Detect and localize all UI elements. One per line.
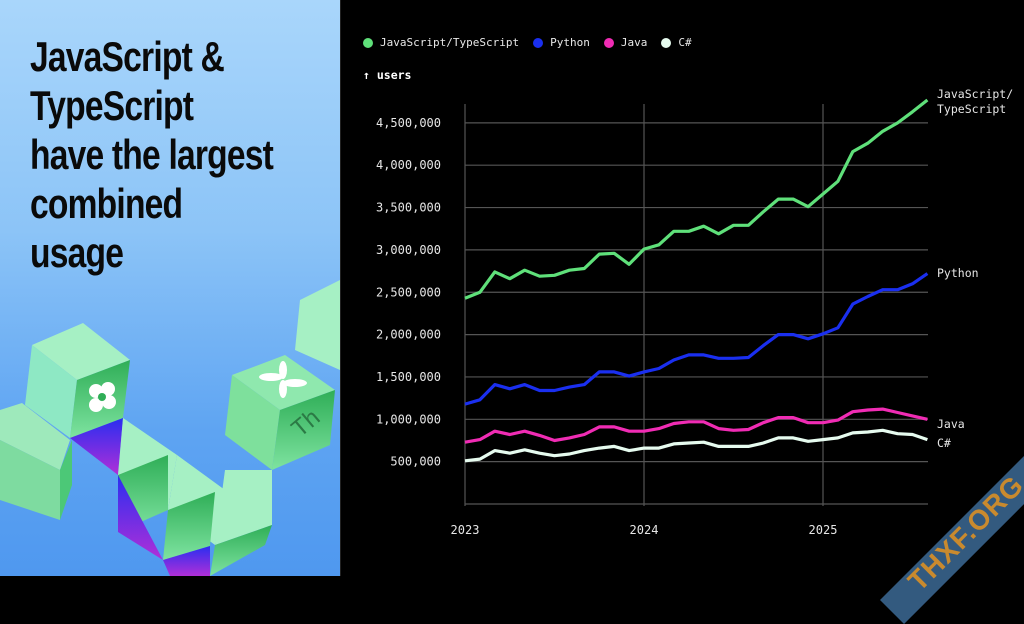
flower-icon bbox=[89, 382, 116, 412]
series-line-python bbox=[464, 272, 929, 406]
cube-top-face bbox=[32, 323, 130, 380]
x-tick-label: 2023 bbox=[451, 523, 480, 537]
y-tick-label: 4,500,000 bbox=[376, 116, 441, 130]
y-tick-label: 1,000,000 bbox=[376, 412, 441, 426]
y-tick-label: 2,500,000 bbox=[376, 285, 441, 299]
legend-label: Python bbox=[550, 36, 590, 49]
y-axis-label: ↑ users bbox=[363, 68, 412, 82]
y-tick-label: 4,000,000 bbox=[376, 158, 441, 172]
series-end-label: TypeScript bbox=[937, 102, 1006, 116]
series-end-label: Python bbox=[937, 266, 979, 280]
legend-item: Python bbox=[533, 36, 590, 49]
y-tick-label: 1,500,000 bbox=[376, 370, 441, 384]
legend-item: Java bbox=[603, 36, 648, 49]
sparkle-icon bbox=[259, 361, 307, 398]
legend-dot-icon bbox=[363, 37, 373, 48]
series-line-c- bbox=[464, 428, 928, 463]
legend-dot-icon bbox=[603, 37, 614, 48]
legend-label: JavaScript/TypeScript bbox=[380, 36, 520, 49]
x-tick-label: 2024 bbox=[630, 523, 659, 537]
x-tick-label: 2025 bbox=[809, 523, 838, 537]
series-line-java bbox=[464, 407, 928, 444]
legend-label: Java bbox=[620, 36, 648, 49]
headline-panel: JavaScript & TypeScript have the largest… bbox=[0, 0, 341, 576]
y-tick-label: 3,500,000 bbox=[376, 201, 441, 215]
isometric-cubes-illustration: Th bbox=[0, 280, 340, 576]
chart-legend: JavaScript/TypeScript Python Java C# bbox=[363, 36, 692, 49]
legend-dot-icon bbox=[533, 37, 544, 48]
legend-label: C# bbox=[678, 36, 692, 49]
y-tick-label: 500,000 bbox=[390, 455, 441, 469]
series-end-label: C# bbox=[937, 436, 951, 450]
y-tick-label: 2,000,000 bbox=[376, 328, 441, 342]
line-chart: 500,000 1,000,000 1,500,000 2,000,000 2,500,… bbox=[376, 87, 1013, 537]
legend-item: JavaScript/TypeScript bbox=[363, 36, 519, 49]
series-line-javascript-typescript bbox=[464, 98, 929, 300]
legend-item: C# bbox=[661, 36, 692, 49]
y-tick-label: 3,000,000 bbox=[376, 243, 441, 257]
series-end-label: JavaScript/ bbox=[937, 87, 1013, 101]
series-end-label: Java bbox=[937, 417, 965, 431]
legend-dot-icon bbox=[661, 37, 672, 48]
headline: JavaScript & TypeScript have the largest… bbox=[30, 33, 274, 276]
